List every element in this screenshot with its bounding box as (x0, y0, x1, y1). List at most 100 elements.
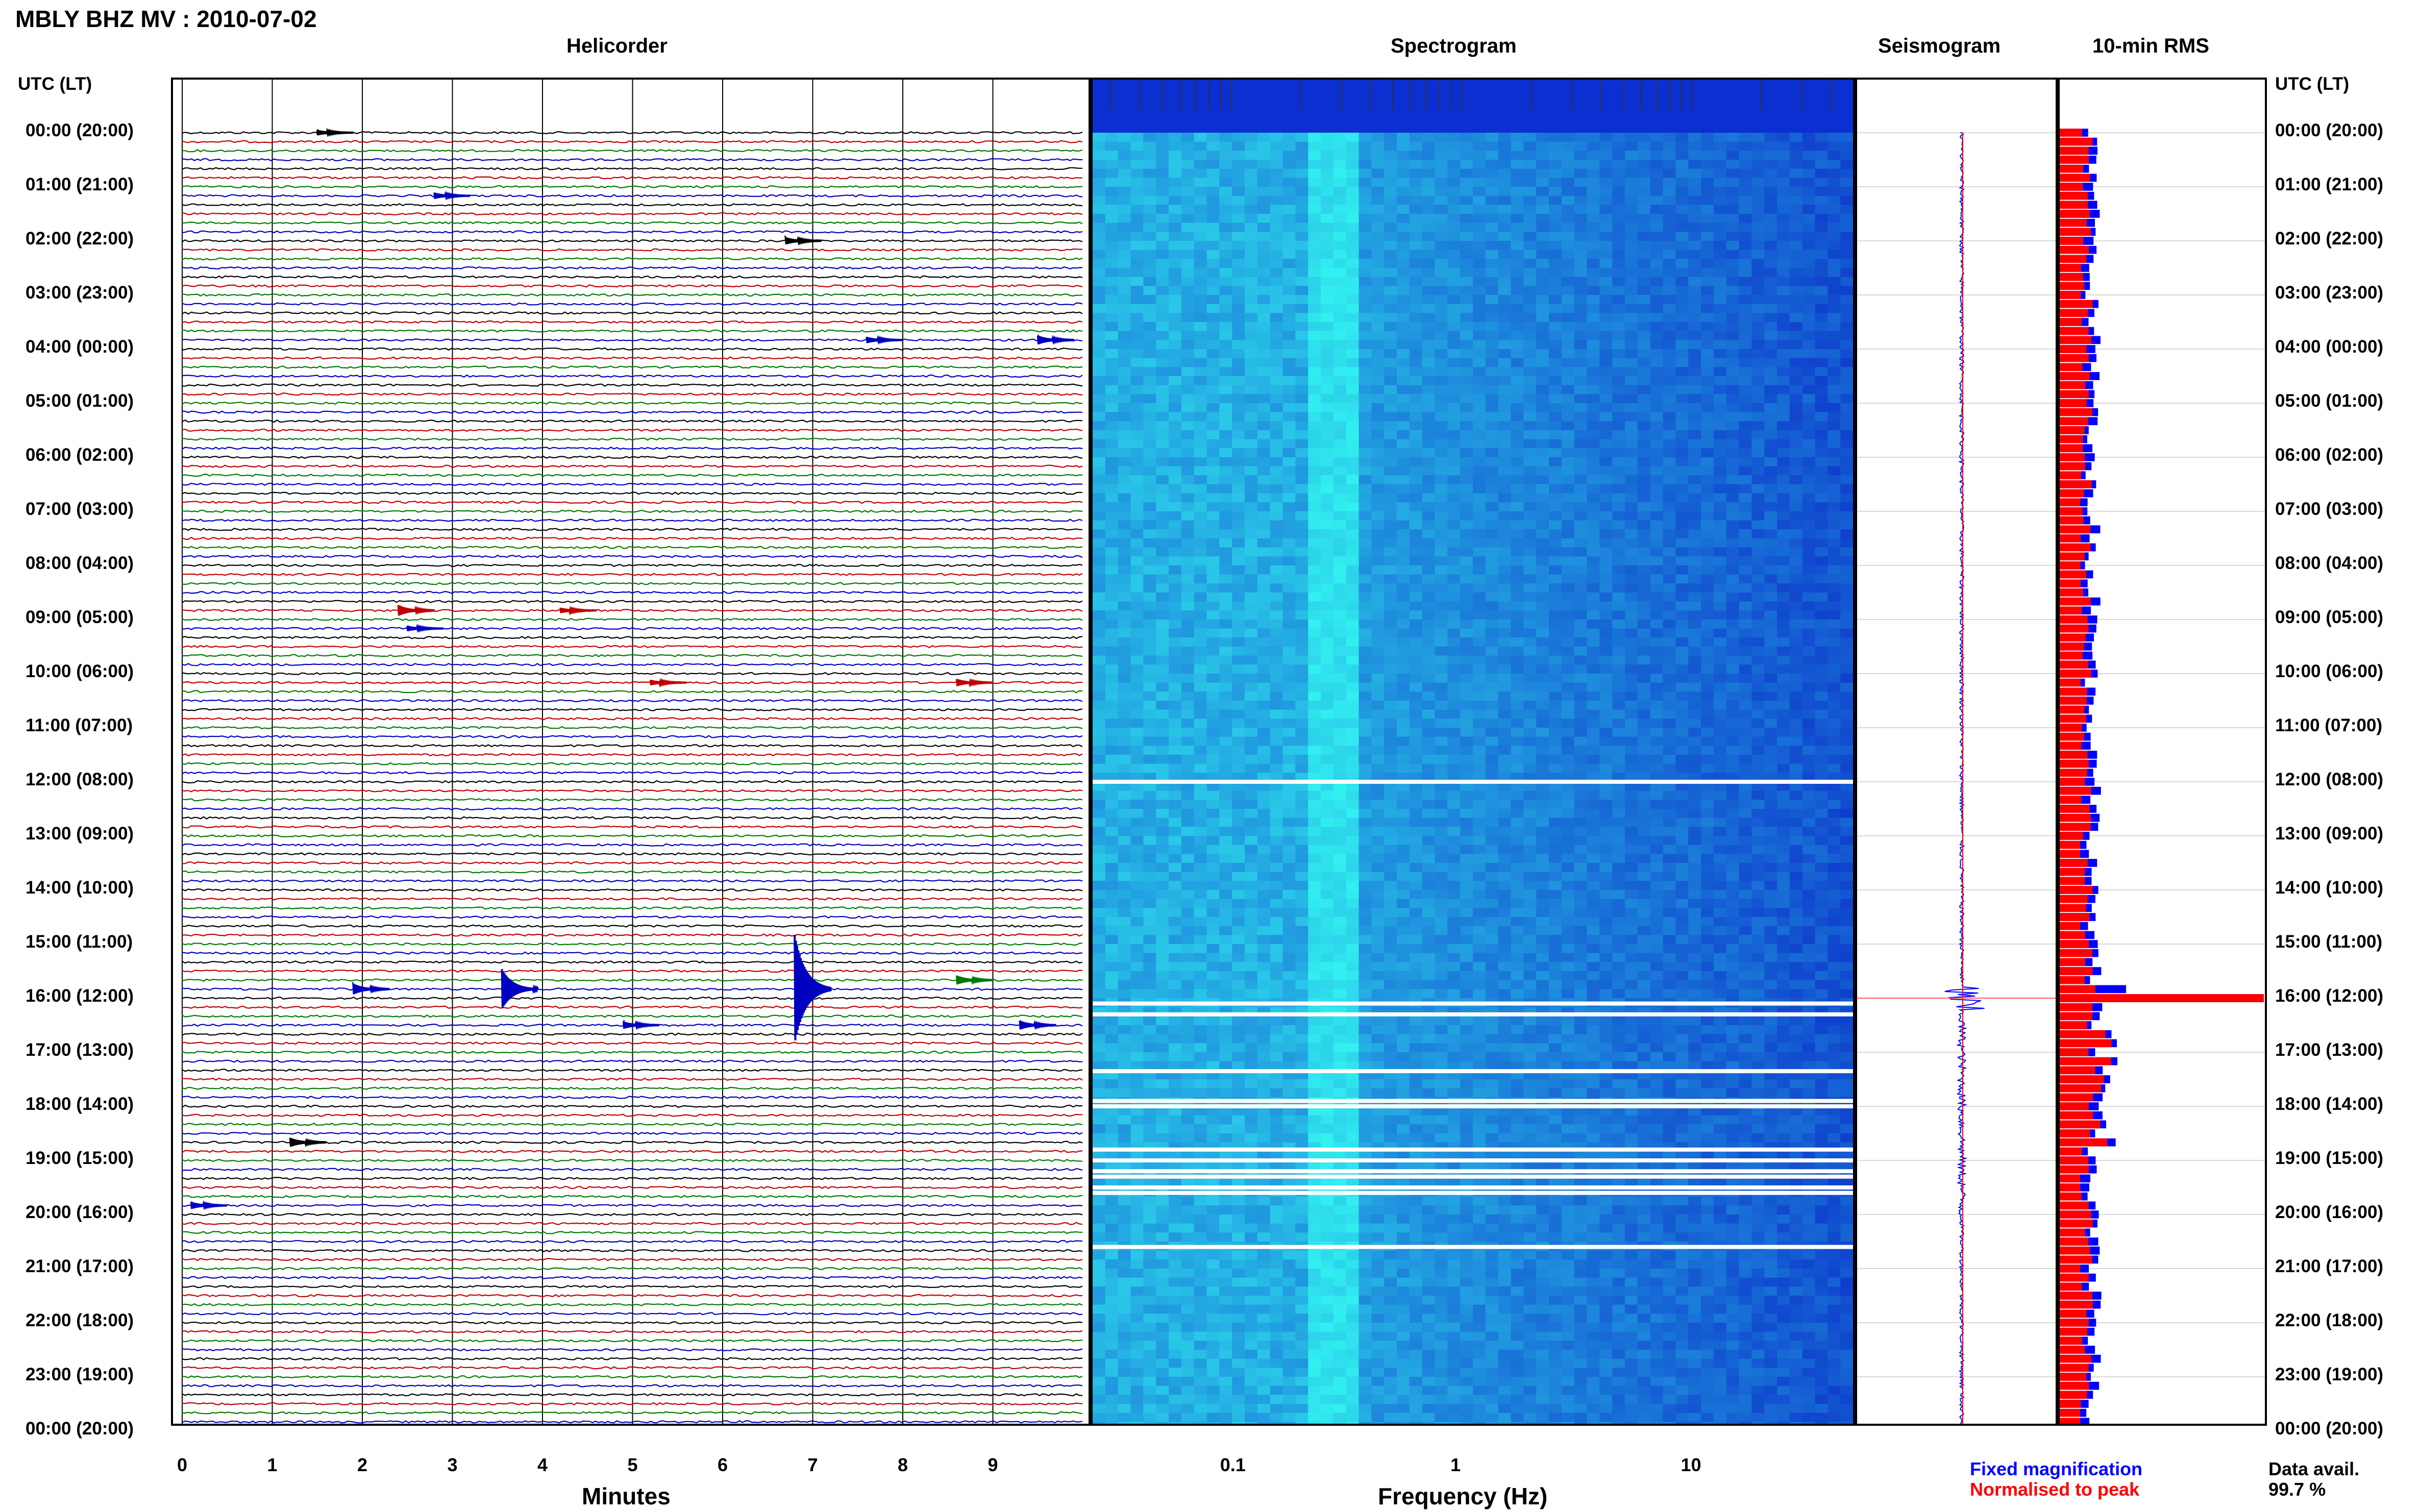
spectrogram-cell (1815, 358, 1829, 367)
spectrogram-cell (1460, 475, 1473, 485)
spectrogram-cell (1422, 133, 1436, 142)
spectrogram-cell (1663, 628, 1676, 638)
spectrogram-cell (1599, 304, 1613, 313)
spectrogram-cell (1688, 439, 1701, 449)
spectrogram-cell (1143, 637, 1157, 647)
spectrogram-cell (1612, 790, 1625, 800)
spectrogram-cell (1511, 160, 1524, 169)
spectrogram-cell (1460, 277, 1473, 286)
spectrogram-cell (1333, 133, 1347, 142)
spectrogram-cell (1561, 718, 1575, 728)
spectrogram-cell (1308, 538, 1321, 548)
helicorder-event (955, 678, 994, 688)
spectrogram-cell (1359, 295, 1372, 305)
spectrogram-cell (1346, 358, 1360, 367)
spectrogram-cell (1663, 222, 1676, 232)
spectrogram-cell (1828, 448, 1841, 458)
spectrogram-cell (1637, 349, 1651, 359)
spectrogram-cell (1739, 809, 1752, 819)
spectrogram-cell (1587, 232, 1600, 241)
spectrogram-cell (1726, 763, 1740, 773)
spectrogram-cell (1561, 809, 1575, 819)
spectrogram-cell (1409, 592, 1423, 602)
spectrogram-cell (1675, 619, 1689, 629)
spectrogram-cell (1675, 664, 1689, 674)
spectrogram-cell (1675, 141, 1689, 151)
spectrogram-cell (1321, 637, 1334, 647)
spectrogram-cell (1270, 601, 1283, 611)
spectrogram-cell (1321, 809, 1334, 819)
spectrogram-cell (1359, 511, 1372, 521)
spectrogram-cell (1815, 268, 1829, 278)
spectrogram-cell (1650, 736, 1664, 746)
spectrogram-cell (1409, 277, 1423, 286)
spectrogram-cell (1333, 421, 1347, 431)
spectrogram-cell (1549, 286, 1562, 295)
spectrogram-cell (1828, 349, 1841, 359)
spectrogram-cell (1333, 709, 1347, 719)
spectrogram-cell (1143, 403, 1157, 413)
spectrogram-cell (1245, 836, 1258, 846)
spectrogram-cell (1599, 520, 1613, 530)
spectrogram-cell (1397, 601, 1410, 611)
spectrogram-cell (1574, 556, 1588, 566)
spectrogram-cell (1612, 133, 1625, 142)
spectrogram-cell (1536, 701, 1549, 710)
spectrogram-cell (1625, 736, 1638, 746)
spectrogram-cell (1156, 809, 1169, 819)
spectrogram-cell (1435, 133, 1448, 142)
spectrogram-cell (1840, 511, 1853, 521)
spectrogram-cell (1701, 691, 1714, 701)
helicorder-trace (181, 1104, 1083, 1108)
spectrogram-cell (1308, 827, 1321, 836)
spectrogram-cell (1485, 340, 1499, 350)
spectrogram-cell (1118, 574, 1131, 584)
spectrogram-cell (1523, 817, 1537, 827)
spectrogram-cell (1270, 790, 1283, 800)
spectrogram-cell (1561, 430, 1575, 440)
spectrogram-cell (1130, 845, 1144, 854)
spectrogram-cell (1815, 141, 1829, 151)
spectrogram-cell (1828, 412, 1841, 422)
spectrogram-cell (1777, 565, 1790, 575)
spectrogram-cell (1359, 592, 1372, 602)
spectrogram-cell (1194, 178, 1207, 187)
spectrogram-cell (1802, 755, 1816, 764)
spectrogram-cell (1130, 331, 1144, 340)
spectrogram-cell (1815, 511, 1829, 521)
spectrogram-cell (1270, 565, 1283, 575)
spectrogram-cell (1282, 331, 1296, 340)
spectrogram-cell (1574, 520, 1588, 530)
spectrogram-cell (1739, 736, 1752, 746)
spectrogram-cell (1257, 295, 1271, 305)
spectrogram-cell (1549, 241, 1562, 251)
spectrogram-cell (1371, 304, 1385, 313)
spectrogram-cell (1219, 475, 1233, 485)
spectrogram-cell (1409, 141, 1423, 151)
helicorder-trace (181, 816, 1083, 820)
spectrogram-cell (1777, 782, 1790, 791)
spectrogram-cell (1206, 800, 1220, 809)
spectrogram-cell (1308, 836, 1321, 846)
spectrogram-cell (1308, 331, 1321, 340)
spectrogram-cell (1409, 782, 1423, 791)
spectrogram-cell (1156, 647, 1169, 656)
spectrogram-cell (1105, 619, 1119, 629)
spectrogram-cell (1295, 529, 1309, 539)
spectrogram-cell (1777, 168, 1790, 178)
spectrogram-cell (1625, 259, 1638, 268)
spectrogram-cell (1321, 790, 1334, 800)
spectrogram-cell (1498, 439, 1512, 449)
spectrogram-cell (1663, 637, 1676, 647)
spectrogram-cell (1612, 601, 1625, 611)
spectrogram-cell (1802, 674, 1816, 683)
spectrogram-cell (1574, 141, 1588, 151)
spectrogram-cell (1333, 277, 1347, 286)
spectrogram-cell (1688, 367, 1701, 377)
spectrogram-cell (1511, 674, 1524, 683)
spectrogram-cell (1371, 655, 1385, 665)
spectrogram-cell (1156, 457, 1169, 467)
spectrogram-cell (1384, 259, 1397, 268)
spectrogram-cell (1232, 421, 1245, 431)
spectrogram-cell (1802, 168, 1816, 178)
